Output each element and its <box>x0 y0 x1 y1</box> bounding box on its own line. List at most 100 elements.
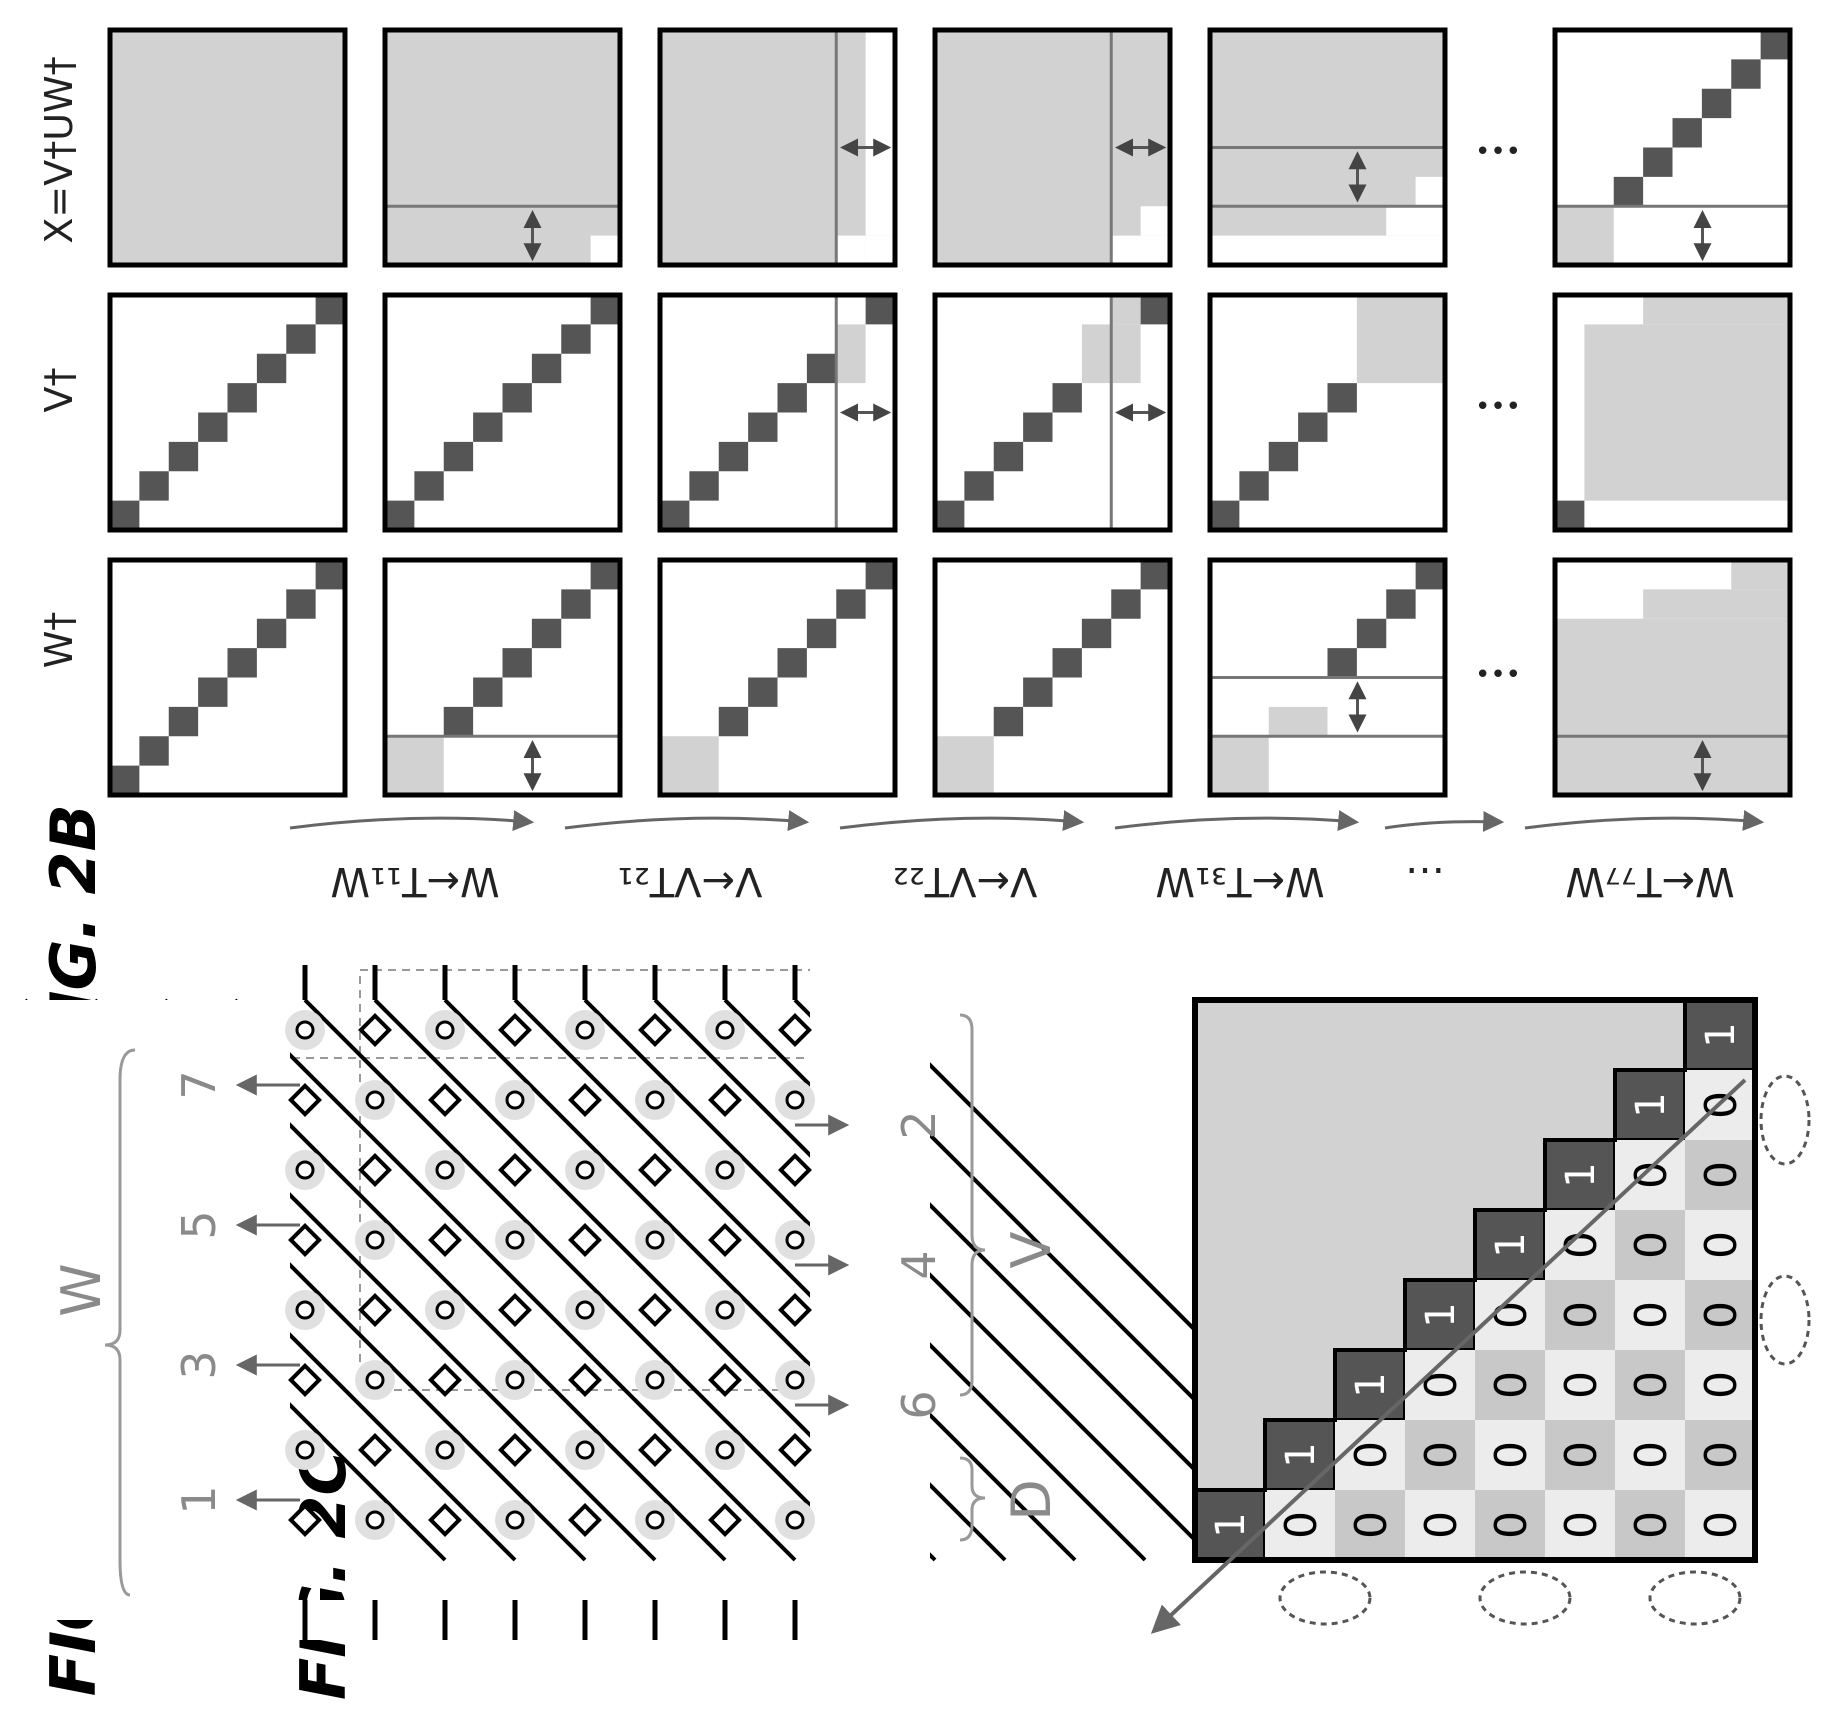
light-region <box>1210 736 1269 795</box>
diagonal-cell <box>1701 88 1732 119</box>
diagonal-cell <box>1731 59 1761 89</box>
cell-value-zero: 0 <box>1696 1301 1747 1329</box>
diagonal-cell <box>1672 118 1702 148</box>
x-panel-2 <box>382 27 623 268</box>
diagonal-cell <box>718 706 749 737</box>
coupler <box>498 1293 532 1327</box>
diagonal-cell <box>198 677 228 707</box>
phase-shifter <box>715 1020 735 1040</box>
diagonal-cell <box>689 471 719 501</box>
phase-shifter <box>575 1300 595 1320</box>
light-region <box>935 736 994 795</box>
step-label-4: W←T₃₁W <box>1155 858 1324 904</box>
output-number-1: 1 <box>172 1485 226 1514</box>
diagonal-cell <box>443 441 474 472</box>
cell-value-zero: 0 <box>1696 1161 1747 1189</box>
diagonal-cell <box>531 618 562 649</box>
output-number-5: 5 <box>172 1210 226 1239</box>
phase-shifter <box>295 1020 315 1040</box>
diagonal-cell <box>993 706 1024 737</box>
phase-shifter <box>435 1160 455 1180</box>
diagonal-cell <box>1356 618 1387 649</box>
phase-shifter <box>715 1440 735 1460</box>
w-panel-3 <box>657 557 898 798</box>
coupler <box>288 1363 322 1397</box>
cell-value-one: 1 <box>1348 1372 1394 1397</box>
cell-value-zero: 0 <box>1696 1091 1747 1119</box>
diagonal-cell <box>1210 500 1240 530</box>
diagonal-cell <box>993 441 1024 472</box>
lower-zero-cell <box>1475 1280 1545 1350</box>
lower-zero-cell <box>1545 1350 1615 1420</box>
diagonal-cell <box>502 383 532 413</box>
v-panel-4 <box>932 292 1173 533</box>
fig-2c-triangular-matrix: 11 01 0 01 0 0 01 0 0 0 01 0 0 0 0 01 0 0 0 0 0 01 0 0 0 0 0 0 0 <box>1150 997 1811 1634</box>
brace-v <box>959 1013 986 1397</box>
diagonal-cell <box>1111 589 1141 619</box>
diagonal-cell <box>1268 441 1299 472</box>
cell-value-zero: 0 <box>1556 1301 1607 1329</box>
diagonal-cell <box>256 618 287 649</box>
coupler <box>708 1223 742 1257</box>
light-region <box>1584 324 1790 501</box>
diagonal-cell <box>315 560 345 590</box>
coupler <box>568 1223 602 1257</box>
diagonal-cell <box>1298 412 1328 442</box>
diagonal-cell <box>198 412 228 442</box>
phase-shifter <box>785 1230 805 1250</box>
coupler <box>428 1223 462 1257</box>
cell-value-zero: 0 <box>1556 1511 1607 1539</box>
diagonal-cell <box>777 648 807 678</box>
row-label-w: W† <box>37 612 81 669</box>
phase-shifter <box>505 1510 525 1530</box>
group-label-w: W <box>50 1263 113 1316</box>
diagonal-cell <box>385 500 415 530</box>
diagonal-cell <box>531 353 562 384</box>
coupler <box>358 1433 392 1467</box>
ellipsis-row-2: ••• <box>1475 392 1521 422</box>
diagonal-cell <box>748 677 778 707</box>
v-panel-2 <box>382 292 623 533</box>
diagonal-cell <box>590 560 620 590</box>
lower-zero-cell <box>1685 1350 1755 1420</box>
w-panel-2 <box>382 557 623 798</box>
coupler <box>778 1433 812 1467</box>
diagonal-cell <box>139 736 169 766</box>
cell-value-zero: 0 <box>1696 1441 1747 1469</box>
lower-zero-cell <box>1615 1490 1685 1560</box>
lower-zero-cell <box>1475 1490 1545 1560</box>
cell-value-zero: 0 <box>1346 1511 1397 1539</box>
output-number-3: 3 <box>172 1350 226 1379</box>
coupler <box>568 1363 602 1397</box>
diagonal-cell <box>443 706 474 737</box>
diagonal-cell <box>865 560 895 590</box>
cell-value-zero: 0 <box>1486 1441 1537 1469</box>
diagonal-one-cell <box>1193 1488 1267 1562</box>
lower-zero-cell <box>1475 1420 1545 1490</box>
lower-zero-cell <box>1405 1420 1475 1490</box>
coupler <box>358 1153 392 1187</box>
lower-zero-cell <box>1615 1280 1685 1350</box>
v-panel-3 <box>657 292 898 533</box>
input-number-6: 6 <box>892 1390 946 1419</box>
diagonal-cell <box>1081 618 1112 649</box>
cell-value-zero: 0 <box>1626 1441 1677 1469</box>
cell-value-zero: 0 <box>1556 1441 1607 1469</box>
cell-value-zero: 0 <box>1626 1301 1677 1329</box>
cell-value-one: 1 <box>1628 1092 1674 1117</box>
diagonal-cell <box>1239 471 1269 501</box>
light-region <box>1356 295 1445 384</box>
diagonal-cell <box>964 471 994 501</box>
diagonal-cell <box>1023 412 1053 442</box>
lower-zero-cell <box>1265 1490 1335 1560</box>
brace-d <box>959 1456 986 1542</box>
input-number-2: 2 <box>892 1110 946 1139</box>
waveguide <box>303 998 867 1562</box>
diagonal-cell <box>1760 30 1790 60</box>
coupler <box>428 1083 462 1117</box>
lower-zero-cell <box>1615 1210 1685 1280</box>
cell-value-one: 1 <box>1558 1162 1604 1187</box>
lower-zero-cell <box>1335 1490 1405 1560</box>
diagonal-cell <box>227 383 257 413</box>
phase-shifter <box>645 1510 665 1530</box>
